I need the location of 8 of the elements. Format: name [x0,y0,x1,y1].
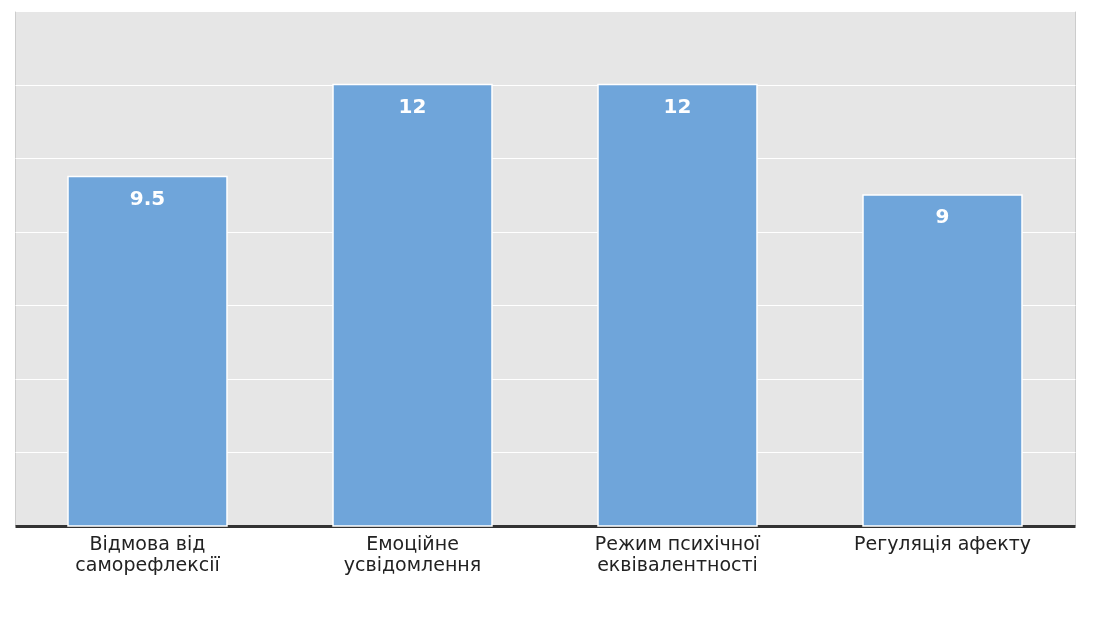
x-tick-label: Емоційне усвідомлення [343,531,482,575]
data-label: 9.5 [129,185,166,210]
data-label: 12 [398,93,427,118]
x-tick-label: Режим психічної еквівалентності [594,531,761,575]
x-tick-label: Регуляція афекту [854,531,1031,554]
x-tick-label: Відмова від саморефлексії [75,531,221,575]
data-label: 9 [935,203,950,228]
data-label: 12 [663,93,692,118]
